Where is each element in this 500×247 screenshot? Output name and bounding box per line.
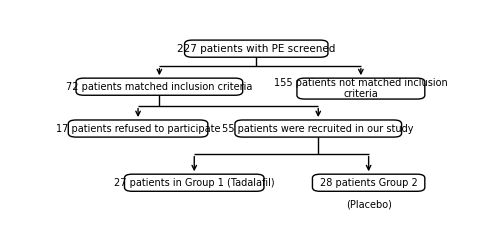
FancyBboxPatch shape — [76, 78, 242, 95]
Text: 17 patients refused to participate: 17 patients refused to participate — [56, 124, 220, 134]
Text: 28 patients Group 2: 28 patients Group 2 — [320, 178, 418, 188]
Text: 72 patients matched inclusion criteria: 72 patients matched inclusion criteria — [66, 82, 252, 92]
FancyBboxPatch shape — [297, 78, 425, 99]
FancyBboxPatch shape — [184, 40, 328, 57]
Text: 227 patients with PE screened: 227 patients with PE screened — [177, 44, 336, 54]
Text: 155 patients not matched inclusion
criteria: 155 patients not matched inclusion crite… — [274, 78, 448, 99]
FancyBboxPatch shape — [124, 174, 264, 191]
FancyBboxPatch shape — [68, 120, 208, 137]
FancyBboxPatch shape — [235, 120, 402, 137]
Text: 27 patients in Group 1 (Tadalafil): 27 patients in Group 1 (Tadalafil) — [114, 178, 274, 188]
Text: (Placebo): (Placebo) — [346, 200, 392, 210]
FancyBboxPatch shape — [312, 174, 425, 191]
Text: 55 patients were recruited in our study: 55 patients were recruited in our study — [222, 124, 414, 134]
